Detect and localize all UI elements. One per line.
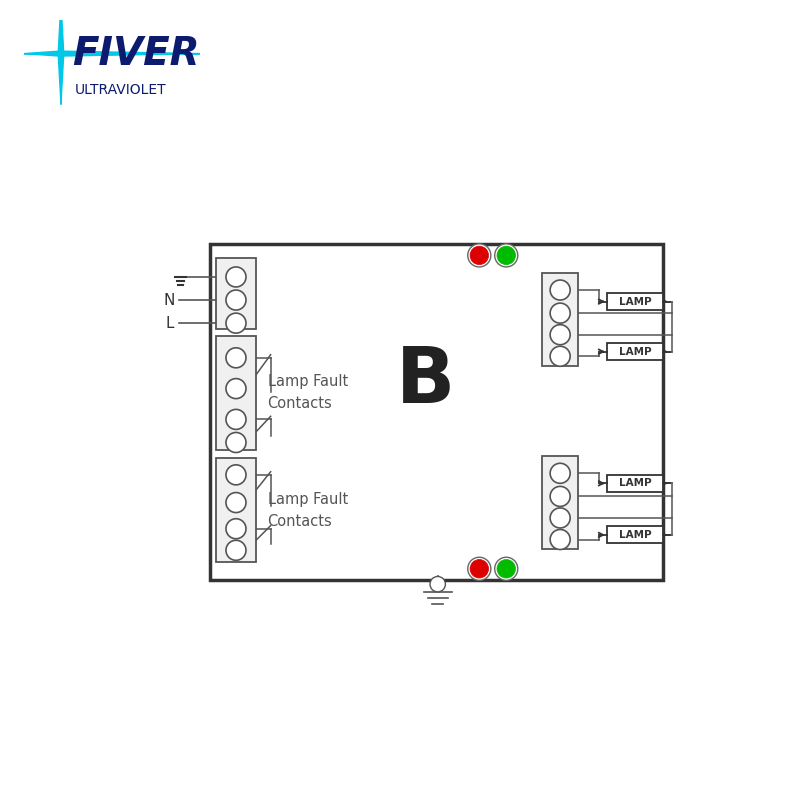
Text: FIVER: FIVER	[73, 34, 200, 73]
Bar	[542, 273, 578, 366]
Circle shape	[470, 559, 489, 578]
Bar	[216, 336, 256, 450]
Bar	[607, 526, 662, 543]
Circle shape	[226, 518, 246, 538]
Circle shape	[494, 244, 518, 267]
Text: LAMP: LAMP	[618, 297, 651, 306]
Bar	[216, 258, 256, 330]
Text: Lamp Fault
Contacts: Lamp Fault Contacts	[267, 374, 348, 411]
Circle shape	[550, 346, 570, 366]
Bar	[607, 293, 662, 310]
Circle shape	[468, 558, 491, 580]
Text: Lamp Fault
Contacts: Lamp Fault Contacts	[267, 492, 348, 529]
Bar	[210, 244, 662, 579]
Circle shape	[430, 577, 446, 592]
Circle shape	[494, 558, 518, 580]
Bar	[542, 456, 578, 549]
Text: ULTRAVIOLET: ULTRAVIOLET	[75, 82, 166, 97]
Bar	[216, 458, 256, 562]
Circle shape	[497, 559, 515, 578]
Text: LAMP: LAMP	[618, 346, 651, 357]
Bar	[607, 475, 662, 492]
Circle shape	[226, 313, 246, 333]
Polygon shape	[24, 2, 200, 104]
Circle shape	[468, 244, 491, 267]
Circle shape	[497, 246, 515, 265]
Circle shape	[550, 530, 570, 550]
Circle shape	[550, 303, 570, 323]
Text: L: L	[166, 316, 174, 330]
Text: LAMP: LAMP	[618, 478, 651, 488]
Circle shape	[550, 486, 570, 506]
Circle shape	[226, 410, 246, 430]
Circle shape	[550, 280, 570, 300]
Circle shape	[226, 290, 246, 310]
Text: LAMP: LAMP	[618, 530, 651, 540]
Circle shape	[226, 348, 246, 368]
Circle shape	[226, 433, 246, 453]
Circle shape	[226, 378, 246, 398]
Circle shape	[226, 465, 246, 485]
Circle shape	[550, 325, 570, 345]
Circle shape	[550, 463, 570, 483]
Circle shape	[226, 540, 246, 560]
Circle shape	[226, 493, 246, 513]
Circle shape	[550, 508, 570, 528]
Text: B: B	[396, 343, 455, 419]
Circle shape	[470, 246, 489, 265]
Bar	[607, 343, 662, 360]
Text: N: N	[163, 293, 174, 307]
Circle shape	[226, 267, 246, 287]
